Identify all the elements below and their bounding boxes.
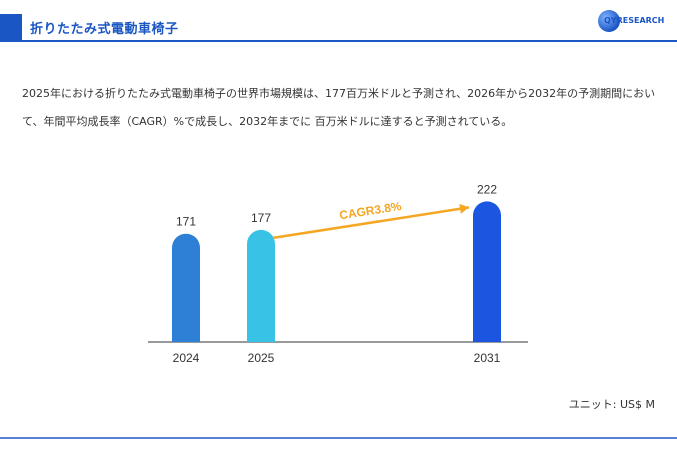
logo-text: QYRESEARCH — [604, 16, 665, 25]
x-tick-label-2031: 2031 — [474, 351, 501, 365]
bar-2031 — [473, 201, 501, 342]
intro-paragraph: 2025年における折りたたみ式電動車椅子の世界市場規模は、177百万米ドルと予測… — [22, 87, 656, 128]
unit-label: ユニット: US$ M — [568, 398, 655, 411]
company-logo: QYRESEARCH — [596, 6, 676, 40]
header-divider — [0, 40, 677, 42]
footer-divider — [0, 437, 677, 439]
logo-globe-icon — [598, 10, 620, 32]
cagr-arrow-head — [459, 203, 469, 214]
page-title: 折りたたみ式電動車椅子 — [30, 22, 179, 37]
data-label-2024: 171 — [176, 215, 196, 229]
x-tick-label-2024: 2024 — [173, 351, 200, 365]
data-label-2031: 222 — [477, 182, 497, 196]
cagr-arrow-line — [272, 206, 470, 240]
bar-2025 — [247, 229, 275, 342]
header-accent-block — [0, 14, 22, 40]
data-label-2025: 177 — [251, 211, 271, 225]
x-tick-label-2025: 2025 — [248, 351, 275, 365]
bar-2024 — [172, 233, 200, 342]
